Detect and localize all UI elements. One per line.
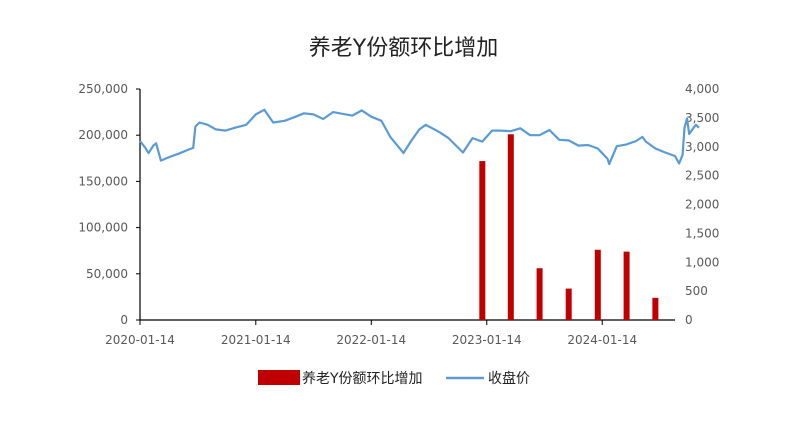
line-series-close [139,108,700,166]
bar [652,297,659,320]
x-tick-label: 2021-01-14 [221,333,291,347]
bar [594,249,601,320]
y-right-tick-label: 3,000 [685,140,719,154]
legend-line-label: 收盘价 [488,370,530,387]
x-tick-label: 2020-01-14 [105,333,175,347]
bar [565,288,572,320]
y-left-tick-label: 100,000 [78,221,128,235]
y-right-tick-label: 0 [685,313,693,327]
y-left-tick-label: 50,000 [86,267,128,281]
x-tick-label: 2023-01-14 [452,333,522,347]
y-right-tick-label: 2,500 [685,169,719,183]
legend-bar-swatch [258,370,300,385]
y-right-tick-label: 3,500 [685,111,719,125]
y-left-tick-label: 150,000 [78,174,128,188]
y-right-tick-label: 1,500 [685,226,719,240]
y-right-tick-label: 1,000 [685,255,719,269]
bar [479,161,486,320]
y-right-tick-label: 500 [685,284,708,298]
bar [536,268,543,320]
chart-title: 养老Y份额环比增加 [308,36,499,61]
x-tick-label: 2024-01-14 [567,333,637,347]
y-left-tick-label: 200,000 [78,128,128,142]
y-right-tick-label: 4,000 [685,82,719,96]
y-left-tick-label: 250,000 [78,82,128,96]
y-right-tick-label: 2,000 [685,198,719,212]
x-tick-label: 2022-01-14 [336,333,406,347]
bar [507,134,514,320]
legend-bar-label: 养老Y份额环比增加 [302,371,423,387]
y-left-tick-label: 0 [120,313,128,327]
bar [623,251,630,320]
